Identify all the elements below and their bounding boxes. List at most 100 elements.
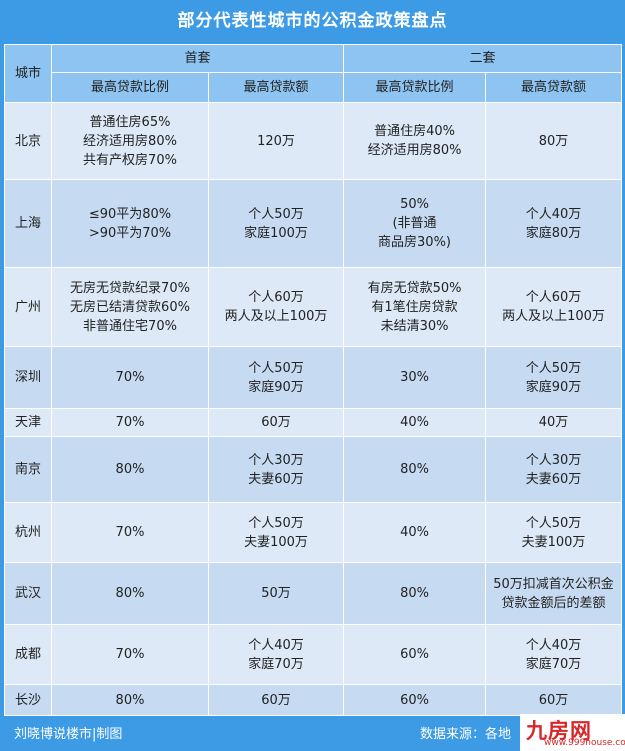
cell-line: 夫妻60万	[248, 471, 304, 487]
cell-line: 个人30万	[248, 452, 304, 468]
header-row-top: 城市 首套 二套	[4, 44, 623, 103]
second-amount-cell: 个人40万家庭80万	[485, 179, 623, 268]
first-amount-cell: 个人50万 家庭90万	[207, 346, 345, 409]
first-amount-cell: 个人60万 两人及以上100万	[207, 267, 345, 347]
first-amount-cell: 个人30万夫妻60万	[207, 436, 345, 503]
second-ratio-cell: 60%	[343, 624, 487, 685]
first-ratio-cell: 70%	[51, 408, 209, 437]
second-amount-cell: 个人40万 家庭70万	[485, 624, 623, 685]
cell-line: 70%	[115, 415, 145, 430]
cell-line: 夫妻100万	[244, 534, 308, 550]
header-first-home: 首套	[50, 44, 345, 73]
cell-line: 家庭70万	[248, 656, 304, 672]
header-row-sub: 最高贷款比例 最高贷款额 最高贷款比例 最高贷款额	[5, 72, 623, 103]
second-ratio-cell: 40%	[343, 408, 487, 437]
footer-source: 数据来源：各地	[420, 727, 512, 742]
cell-line: 个人40万	[525, 637, 582, 653]
cell-line: 60%	[400, 692, 429, 708]
cell-line: 80%	[115, 462, 145, 477]
cell-line: 家庭100万	[244, 225, 308, 241]
second-ratio-cell: 80%	[343, 436, 487, 503]
second-ratio-cell: 50% (非普通 商品房30%)	[343, 179, 487, 268]
cell-line: 80%	[400, 586, 429, 601]
cell-line: 个人60万	[525, 290, 582, 305]
second-amount-cell: 60万	[485, 684, 623, 716]
second-amount-cell: 个人50万 夫妻100万	[485, 502, 623, 563]
first-ratio-cell: 70%	[51, 502, 209, 563]
cell-line: 40%	[400, 525, 429, 540]
city-cell: 深圳	[4, 346, 52, 409]
cell-line: 无房无贷款纪录70%	[70, 280, 190, 296]
cell-line: 120万	[257, 133, 295, 149]
header-second-amount: 最高贷款额	[485, 72, 623, 103]
table-row: 南京 80% 个人30万 夫妻60万 80% 个人30万 夫妻60万	[4, 436, 623, 503]
cell-line: 未结清30%	[380, 318, 449, 334]
cell-line: 个人50万	[248, 360, 304, 376]
second-amount-cell: 个人30万 夫妻60万	[485, 436, 623, 503]
first-ratio-cell: 80%	[51, 684, 209, 716]
site-logo: 九房网 www.999house.com	[520, 714, 625, 751]
second-ratio-cell: 40%	[343, 502, 487, 563]
second-ratio-cell: 80%	[343, 562, 487, 625]
cell-line: 普通住房65%	[89, 114, 171, 130]
cell-line: 夫妻100万	[521, 534, 586, 550]
cell-line: 家庭90万	[525, 379, 582, 395]
table-row: 天津 70% 60万 40% 40万	[4, 408, 623, 437]
cell-line: 50万	[261, 586, 291, 601]
cell-line: 80%	[115, 692, 145, 708]
cell-line: 个人50万	[525, 360, 582, 376]
second-amount-cell: 50万扣减首次公积金 贷款金额后的差额	[485, 562, 623, 625]
cell-line: >90平为70%	[88, 225, 172, 241]
cell-line: 两人及以上100万	[502, 309, 605, 324]
cell-line: 商品房30%)	[378, 235, 451, 250]
cell-line: 80万	[538, 133, 569, 149]
cell-line: 有1笔住房贷款	[371, 299, 458, 315]
table-body: 北京 普通住房65% 经济适用房80% 共有产权房70% 120万 普通住房40% 经济适用…	[4, 102, 623, 716]
second-amount-cell: 40万	[485, 408, 623, 437]
first-amount-cell: 个人50万 夫妻100万	[207, 502, 345, 563]
footer-credit: 刘晓博说楼市|制图	[14, 727, 123, 742]
city-cell: 长沙	[4, 684, 52, 716]
first-ratio-cell: 80%	[51, 436, 209, 503]
first-amount-cell: 50万	[207, 562, 345, 625]
table-row: 深圳 70% 个人50万 家庭90万 30% 个人50万 家庭90万	[4, 346, 623, 409]
second-amount-cell: 个人60万两人及以上100万	[485, 267, 623, 347]
second-ratio-cell: 30%	[343, 346, 487, 409]
first-ratio-cell: 80%	[51, 562, 209, 625]
second-amount-cell: 个人50万家庭90万	[485, 346, 623, 409]
header-second-home: 二套	[343, 44, 623, 73]
cell-line: 个人50万	[248, 206, 304, 222]
cell-line: 个人40万	[525, 206, 582, 222]
city-cell: 北京	[4, 102, 52, 180]
cell-line: 60万	[261, 415, 291, 430]
first-ratio-cell: 普通住房65% 经济适用房80% 共有产权房70%	[51, 102, 209, 180]
cell-line: 个人60万	[248, 290, 304, 305]
cell-line: 经济适用房80%	[367, 143, 462, 158]
cell-line: 40%	[400, 415, 429, 430]
footer: 刘晓博说楼市|制图 数据来源：各地 九房网 www.999house.com	[0, 714, 625, 751]
city-cell: 杭州	[4, 502, 52, 563]
logo-wordmark: 九房网	[526, 719, 592, 743]
city-cell: 广州	[4, 267, 52, 347]
header-city: 城市	[4, 44, 52, 103]
second-amount-cell: 80万	[485, 102, 623, 180]
cell-line: 50万扣减首次公积金	[493, 576, 614, 592]
cell-line: 夫妻60万	[525, 471, 582, 487]
first-ratio-cell: 70%	[51, 624, 209, 685]
header-first-ratio: 最高贷款比例	[51, 72, 209, 103]
table-row: 武汉 80% 50万 80% 50万扣减首次公积金 贷款金额后的差额	[4, 562, 623, 625]
cell-line: 60%	[400, 647, 429, 662]
header-second-ratio: 最高贷款比例	[343, 72, 487, 103]
city-cell: 成都	[4, 624, 52, 685]
city-cell: 天津	[4, 408, 52, 437]
cell-line: 80%	[115, 586, 145, 601]
cell-line: 贷款金额后的差额	[501, 595, 606, 611]
table-row: 上海 ≤90平为80% >90平为70% 个人50万 家庭100万 50% (非普通 商品房3…	[4, 179, 623, 268]
cell-line: 50%	[400, 197, 429, 212]
cell-line: 家庭80万	[525, 225, 582, 241]
cell-line: 30%	[400, 370, 429, 385]
page-title: 部分代表性城市的公积金政策盘点	[177, 11, 448, 31]
header-first-amount: 最高贷款额	[207, 72, 345, 103]
cell-line: 70%	[115, 370, 145, 385]
